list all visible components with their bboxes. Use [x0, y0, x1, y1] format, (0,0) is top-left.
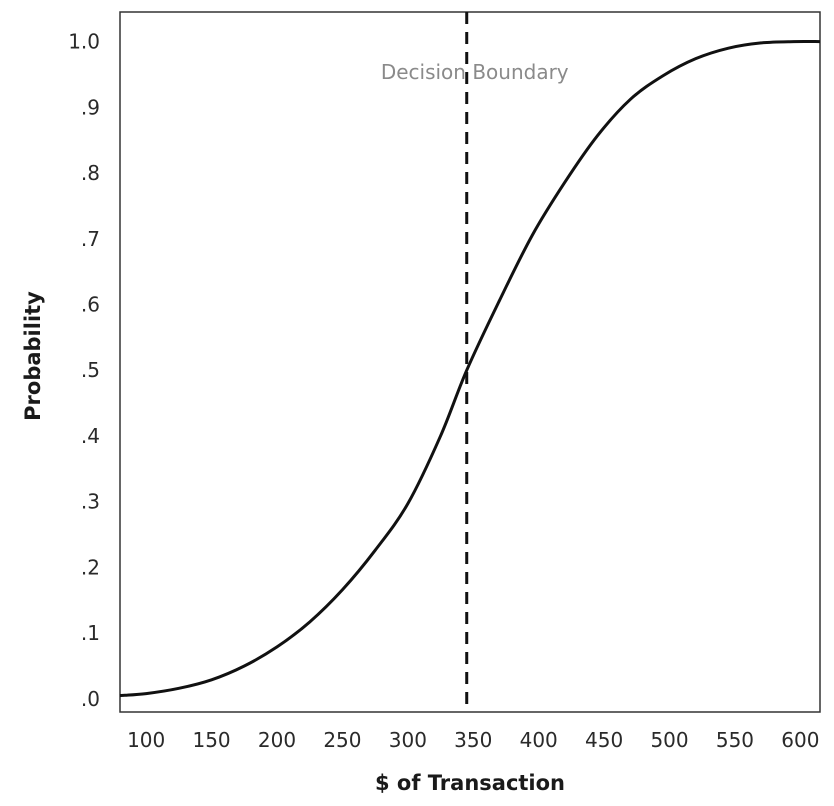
x-tick-label: 300: [389, 728, 427, 752]
y-axis-title: Probability: [21, 291, 45, 421]
y-tick-label: .2: [81, 555, 100, 579]
y-tick-label: .4: [81, 424, 100, 448]
x-tick-label: 150: [192, 728, 230, 752]
x-axis-title: $ of Transaction: [375, 771, 565, 795]
y-tick-label: 1.0: [68, 30, 100, 54]
y-tick-label: .8: [81, 161, 100, 185]
x-tick-label: 200: [258, 728, 296, 752]
y-tick-label: .7: [81, 227, 100, 251]
y-tick-label: .1: [81, 621, 100, 645]
x-tick-label: 600: [781, 728, 819, 752]
probability-curve: [119, 39, 821, 698]
y-axis-ticks: .0 .1 .2 .3 .4 .5 .6 .7 .8 .9 1.0: [68, 30, 100, 711]
plot-frame: [119, 11, 821, 713]
x-tick-label: 550: [716, 728, 754, 752]
y-tick-label: .9: [81, 95, 100, 119]
x-tick-label: 100: [127, 728, 165, 752]
y-tick-label: .5: [81, 358, 100, 382]
y-tick-label: .6: [81, 292, 100, 316]
x-tick-label: 500: [650, 728, 688, 752]
x-tick-label: 400: [520, 728, 558, 752]
x-axis-ticks: 100 150 200 250 300 350 400 450 500 550 600: [127, 728, 819, 752]
x-tick-label: 250: [323, 728, 361, 752]
y-tick-label: .3: [81, 490, 100, 514]
decision-boundary-label: Decision Boundary: [381, 60, 569, 84]
x-tick-label: 450: [585, 728, 623, 752]
y-tick-label: .0: [81, 687, 100, 711]
x-tick-label: 350: [454, 728, 492, 752]
